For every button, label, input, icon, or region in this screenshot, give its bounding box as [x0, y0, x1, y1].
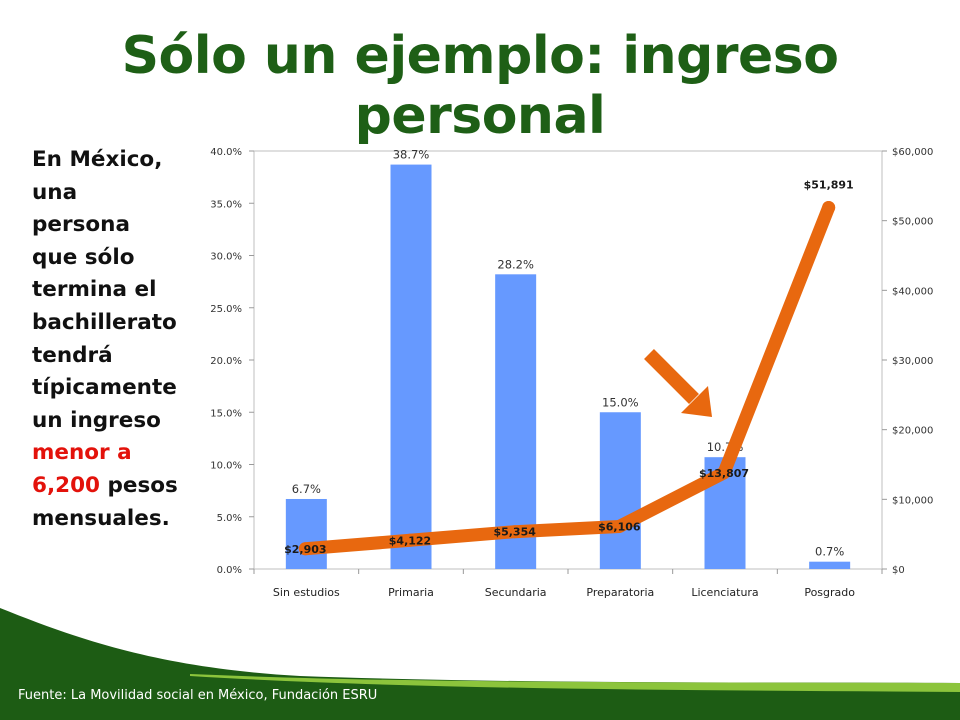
bar	[390, 164, 432, 569]
explanation-line: un ingreso	[32, 407, 161, 433]
explanation-line: bachillerato	[32, 309, 177, 335]
y-left-tick-label: 0.0%	[217, 565, 242, 576]
plot-area	[253, 150, 883, 570]
x-tick-label: Preparatoria	[586, 586, 654, 599]
x-tick-label: Secundaria	[485, 586, 547, 599]
y-left-tick-label: 20.0%	[210, 356, 242, 367]
highlight-text: menor a	[32, 440, 132, 466]
y-left-tick-label: 30.0%	[210, 252, 242, 263]
explanation-text: En México, una persona que sólo termina …	[32, 144, 202, 535]
income-point	[298, 542, 312, 556]
x-tick-label: Posgrado	[804, 586, 855, 599]
x-tick-label: Primaria	[388, 586, 434, 599]
x-tick-label: Licenciatura	[691, 586, 758, 599]
y-right-tick-label: $50,000	[892, 217, 933, 228]
explanation-line: tendrá	[32, 342, 113, 368]
y-left-tick-label: 40.0%	[210, 147, 242, 158]
bar	[285, 498, 327, 569]
y-right-tick-label: $40,000	[892, 286, 933, 297]
bar	[599, 412, 641, 569]
income-point	[822, 200, 836, 214]
y-right-tick-label: $0	[892, 565, 905, 576]
y-left-tick-label: 35.0%	[210, 199, 242, 210]
y-right-tick-label: $20,000	[892, 426, 933, 437]
highlight-amount: 6,200	[32, 472, 101, 498]
income-point	[717, 466, 731, 480]
explanation-line-highlight: menor a	[32, 437, 202, 470]
income-point	[403, 533, 417, 547]
income-point	[508, 525, 522, 539]
source-note: Fuente: La Movilidad social en México, F…	[18, 688, 378, 703]
page-title: Sólo un ejemplo: ingreso personal	[121, 26, 839, 146]
arrow-head	[681, 386, 712, 417]
income-point	[612, 519, 626, 533]
y-right-tick-label: $10,000	[892, 495, 933, 506]
bar	[809, 561, 851, 569]
explanation-line: una	[32, 179, 78, 205]
bar-data-label: 38.7%	[393, 148, 430, 162]
arrow-shaft	[644, 349, 699, 404]
bar-data-label: 15.0%	[602, 395, 639, 409]
income-data-label: $2,903	[284, 543, 326, 556]
explanation-line: que sólo	[32, 244, 135, 270]
y-right-tick-label: $30,000	[892, 356, 933, 367]
income-line	[298, 200, 836, 556]
bar-data-label: 28.2%	[497, 257, 534, 271]
y-right-tick-label: $60,000	[892, 147, 933, 158]
y-left-tick-label: 15.0%	[210, 408, 242, 419]
explanation-line: termina el	[32, 277, 157, 303]
bar	[495, 274, 537, 569]
explanation-line: típicamente	[32, 375, 177, 401]
bar-data-label: 6.7%	[292, 482, 321, 496]
income-data-label: $5,354	[493, 526, 536, 539]
bar-data-label: 0.7%	[815, 545, 844, 559]
income-data-label: $6,106	[598, 520, 641, 533]
income-data-label: $4,122	[389, 534, 431, 547]
explanation-line: mensuales.	[32, 505, 170, 531]
y-left-tick-label: 5.0%	[217, 513, 242, 524]
income-data-label: $13,807	[699, 467, 749, 480]
explanation-line: 6,200 pesos	[32, 470, 202, 503]
explanation-line: persona	[32, 212, 130, 238]
arrow-annotation-icon	[644, 349, 712, 417]
x-tick-label: Sin estudios	[273, 586, 340, 599]
y-left-tick-label: 10.0%	[210, 461, 242, 472]
explanation-line: En México,	[32, 147, 163, 172]
y-left-tick-label: 25.0%	[210, 304, 242, 315]
income-data-label: $51,891	[804, 178, 854, 191]
explanation-word: pesos	[107, 472, 178, 498]
